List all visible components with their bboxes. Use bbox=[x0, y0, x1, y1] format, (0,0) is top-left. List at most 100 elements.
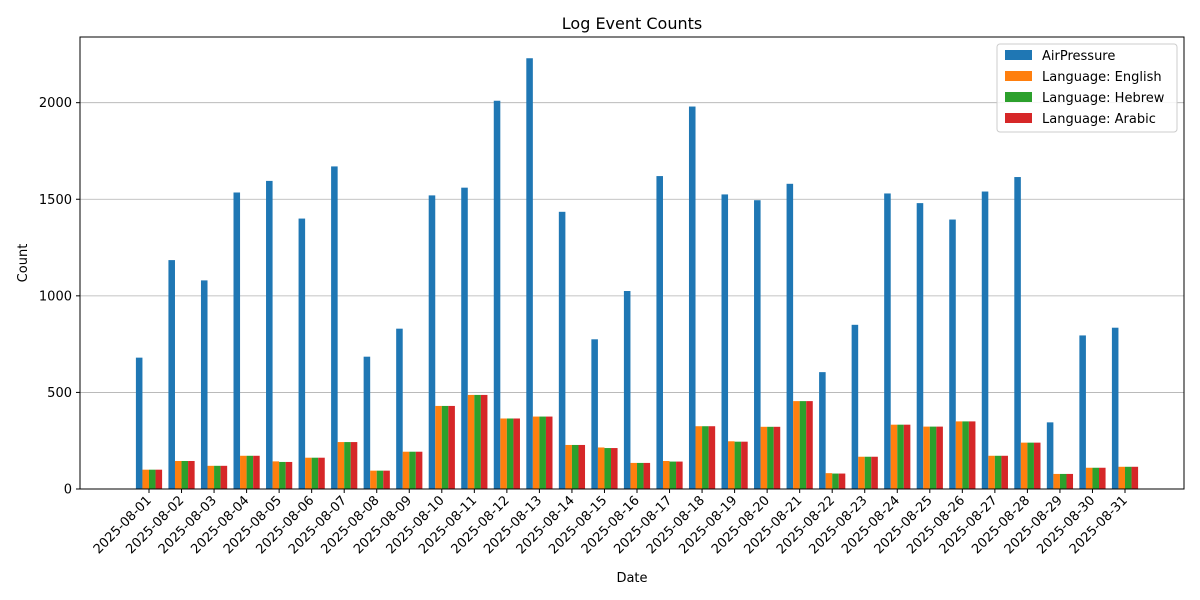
bar bbox=[279, 461, 286, 489]
bar bbox=[884, 193, 891, 489]
bar bbox=[643, 462, 651, 489]
bar bbox=[676, 461, 683, 489]
x-axis-label: Date bbox=[616, 571, 647, 586]
bar bbox=[695, 426, 703, 489]
bar bbox=[435, 405, 442, 489]
bar bbox=[688, 106, 696, 490]
bar bbox=[754, 200, 761, 489]
bar bbox=[298, 218, 306, 490]
bar bbox=[786, 183, 794, 490]
bar bbox=[220, 465, 228, 489]
chart-title: Log Event Counts bbox=[562, 14, 702, 33]
legend-swatch bbox=[1005, 71, 1032, 81]
bar bbox=[981, 191, 989, 489]
bar bbox=[545, 416, 553, 489]
bar bbox=[311, 457, 319, 489]
bar bbox=[1118, 466, 1125, 489]
bar bbox=[838, 473, 846, 489]
bar bbox=[415, 451, 423, 489]
bar bbox=[773, 426, 781, 489]
bar bbox=[526, 58, 533, 489]
bar bbox=[467, 394, 475, 489]
bar bbox=[1053, 473, 1060, 489]
bar bbox=[1014, 177, 1021, 490]
bar bbox=[409, 451, 416, 489]
bar bbox=[988, 455, 995, 489]
bar bbox=[253, 455, 260, 489]
bar bbox=[578, 444, 586, 489]
bar bbox=[871, 456, 878, 489]
bar bbox=[135, 357, 143, 489]
bar bbox=[669, 461, 677, 489]
bar bbox=[513, 418, 520, 489]
bar bbox=[441, 405, 449, 489]
bar bbox=[1001, 455, 1008, 489]
bar bbox=[702, 426, 709, 489]
bar bbox=[968, 421, 976, 489]
bar bbox=[1092, 467, 1100, 489]
bar bbox=[799, 401, 807, 489]
bar bbox=[832, 473, 839, 489]
bar bbox=[923, 426, 930, 489]
bar bbox=[318, 457, 325, 489]
bar bbox=[1046, 422, 1054, 489]
bar bbox=[1027, 442, 1034, 489]
bar bbox=[331, 166, 338, 489]
plot-area-frame bbox=[79, 36, 1185, 490]
bar bbox=[604, 448, 612, 489]
bar bbox=[1033, 442, 1041, 489]
bar bbox=[363, 356, 371, 489]
bar bbox=[741, 441, 748, 489]
x-axis: 2025-08-012025-08-022025-08-032025-08-04… bbox=[91, 489, 1131, 557]
series-airpressure bbox=[135, 58, 1119, 490]
bar bbox=[1020, 442, 1028, 489]
bar bbox=[493, 100, 501, 489]
bar bbox=[461, 187, 468, 489]
bar bbox=[285, 461, 293, 489]
y-tick-label: 1500 bbox=[39, 193, 72, 208]
legend-label: Language: Hebrew bbox=[1042, 91, 1165, 106]
bar bbox=[597, 447, 605, 489]
bar bbox=[858, 456, 865, 489]
bar bbox=[994, 455, 1002, 489]
bar bbox=[1125, 466, 1132, 489]
bar bbox=[656, 176, 663, 490]
y-axis: 0 500 1000 1500 2000 bbox=[39, 96, 80, 498]
bar bbox=[305, 457, 312, 489]
bar bbox=[591, 339, 598, 489]
bar bbox=[142, 469, 149, 489]
bar bbox=[565, 444, 572, 489]
bar bbox=[149, 469, 156, 489]
bar bbox=[168, 260, 175, 489]
bar bbox=[962, 421, 969, 489]
legend-label: Language: English bbox=[1042, 70, 1162, 85]
y-tick-label: 0 bbox=[64, 483, 72, 498]
bar bbox=[207, 465, 215, 489]
bar bbox=[246, 455, 254, 489]
bar bbox=[174, 460, 182, 489]
bar bbox=[767, 426, 774, 489]
bar bbox=[428, 195, 436, 489]
bar bbox=[480, 394, 488, 489]
bar bbox=[233, 192, 241, 489]
legend-box bbox=[996, 43, 1178, 133]
bar bbox=[949, 219, 956, 490]
bar bbox=[396, 328, 403, 489]
y-axis-label: Count bbox=[16, 244, 31, 283]
bar bbox=[936, 426, 943, 489]
bar bbox=[1066, 473, 1074, 489]
bar bbox=[728, 441, 735, 489]
series-language-hebrew bbox=[149, 394, 1132, 489]
bar bbox=[734, 441, 742, 489]
bar bbox=[955, 421, 963, 489]
legend-swatch bbox=[1005, 50, 1032, 60]
bar bbox=[611, 448, 618, 489]
bar bbox=[819, 372, 826, 489]
bar bbox=[630, 462, 637, 489]
y-tick-label: 500 bbox=[47, 386, 72, 401]
bar bbox=[370, 470, 377, 489]
y-tick-label: 2000 bbox=[39, 96, 72, 111]
bar bbox=[500, 418, 507, 489]
bar bbox=[448, 405, 455, 489]
bar bbox=[1111, 327, 1119, 489]
